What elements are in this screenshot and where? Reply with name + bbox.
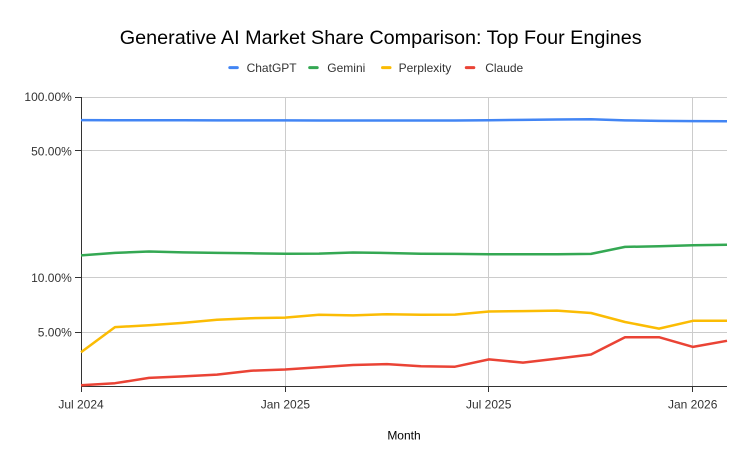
svg-text:5.00%: 5.00%: [38, 326, 72, 340]
svg-text:Jul 2024: Jul 2024: [58, 397, 104, 411]
svg-text:Generative AI Market Share Com: Generative AI Market Share Comparison: T…: [120, 27, 642, 49]
svg-text:ChatGPT: ChatGPT: [247, 61, 298, 75]
svg-text:Gemini: Gemini: [327, 61, 365, 75]
svg-text:Jul 2025: Jul 2025: [466, 397, 512, 411]
svg-text:10.00%: 10.00%: [31, 271, 72, 285]
svg-text:Month: Month: [387, 429, 420, 443]
svg-text:100.00%: 100.00%: [24, 90, 72, 104]
svg-text:Jan 2026: Jan 2026: [668, 397, 718, 411]
svg-text:Jan 2025: Jan 2025: [261, 397, 311, 411]
svg-text:50.00%: 50.00%: [31, 145, 72, 159]
svg-text:Claude: Claude: [485, 61, 523, 75]
svg-text:Perplexity: Perplexity: [399, 61, 452, 75]
